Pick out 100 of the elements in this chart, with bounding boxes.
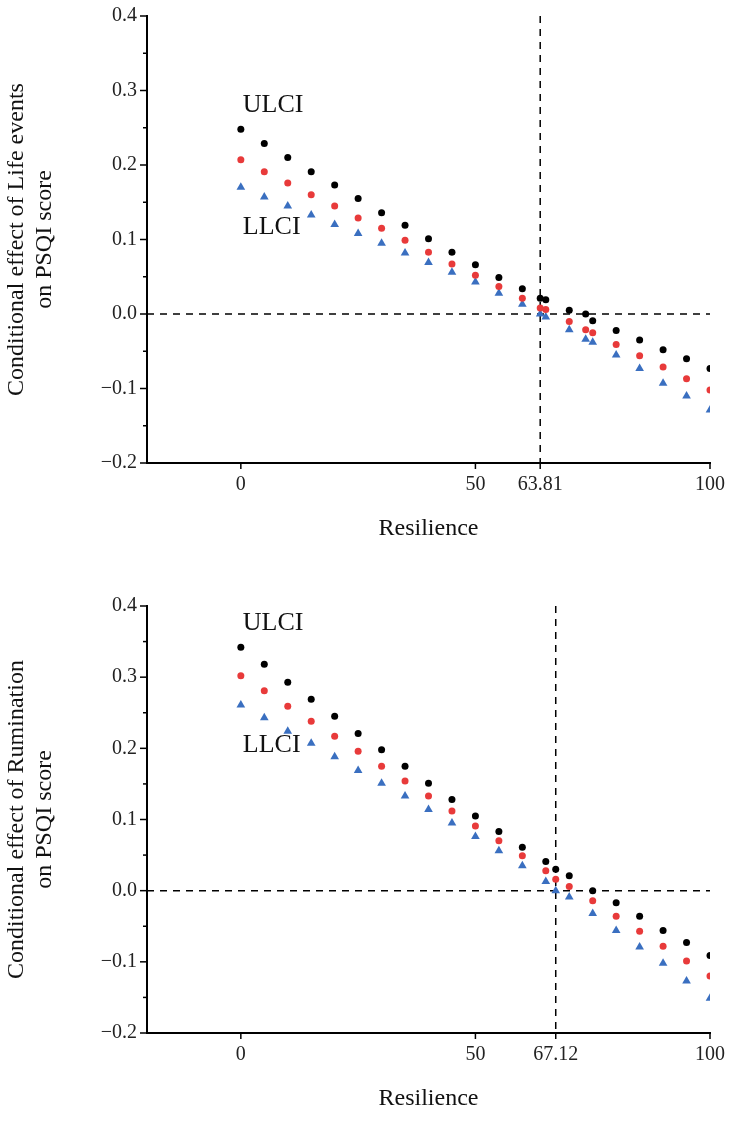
point xyxy=(582,326,590,334)
point xyxy=(683,355,691,363)
point xyxy=(518,852,526,860)
point xyxy=(612,341,620,349)
point xyxy=(401,236,409,244)
point xyxy=(284,702,292,710)
point xyxy=(378,746,386,754)
x-tick-label: 50 xyxy=(465,472,486,495)
point xyxy=(425,792,432,800)
point xyxy=(307,717,315,725)
point xyxy=(636,912,644,920)
point xyxy=(636,352,644,360)
point xyxy=(658,958,668,966)
point xyxy=(471,812,479,820)
point xyxy=(552,875,560,883)
y-tick-label: 0.0 xyxy=(112,877,137,900)
point xyxy=(283,200,293,209)
point xyxy=(331,712,339,720)
point xyxy=(518,860,527,869)
point xyxy=(612,912,620,920)
point xyxy=(354,214,362,222)
point xyxy=(260,168,268,176)
point xyxy=(353,228,363,237)
point xyxy=(589,897,597,905)
point xyxy=(682,390,691,399)
point xyxy=(260,687,268,695)
point xyxy=(635,363,644,371)
point xyxy=(564,324,574,333)
point xyxy=(494,845,504,854)
y-tick-label: −0.1 xyxy=(100,949,137,972)
point xyxy=(659,363,667,371)
point xyxy=(237,672,245,680)
point xyxy=(658,378,668,386)
point xyxy=(542,867,550,875)
series-label: ULCI xyxy=(242,607,304,637)
point xyxy=(542,857,550,865)
point xyxy=(401,777,409,785)
point xyxy=(471,822,479,830)
x-tick-label: 63.81 xyxy=(517,472,563,495)
y-tick-label: 0.2 xyxy=(112,735,137,758)
series-label: ULCI xyxy=(242,89,304,119)
y-tick-label: 0.1 xyxy=(112,806,137,829)
y-tick-label: 0.4 xyxy=(112,593,137,616)
point xyxy=(425,235,432,243)
point xyxy=(307,191,315,199)
y-tick-label: −0.1 xyxy=(100,375,137,398)
point xyxy=(565,882,573,890)
point xyxy=(683,939,691,947)
x-tick-label: 0 xyxy=(235,1042,246,1065)
point xyxy=(589,329,597,337)
point xyxy=(401,221,409,229)
point xyxy=(378,209,386,217)
point xyxy=(331,181,339,189)
point xyxy=(378,224,386,232)
series-label: LLCI xyxy=(242,728,301,758)
point xyxy=(588,908,598,916)
point xyxy=(518,294,526,302)
point xyxy=(471,271,479,279)
y-tick-label: 0.2 xyxy=(112,152,137,175)
point xyxy=(260,139,268,147)
point xyxy=(495,837,503,845)
point xyxy=(565,306,573,314)
point xyxy=(565,317,573,325)
point xyxy=(447,818,457,826)
point xyxy=(612,326,620,334)
x-tick-label: 0 xyxy=(235,472,246,495)
point xyxy=(582,310,590,318)
point xyxy=(588,337,598,345)
point xyxy=(541,876,551,884)
point xyxy=(307,168,315,176)
point xyxy=(494,288,504,296)
point xyxy=(425,248,432,256)
point xyxy=(552,865,560,873)
point xyxy=(612,899,620,907)
point xyxy=(401,762,409,770)
y-axis-title: Conditional effect of Life events on PSQI score xyxy=(1,83,57,396)
y-tick-label: −0.2 xyxy=(100,1020,137,1043)
point xyxy=(636,336,644,344)
point xyxy=(448,248,456,256)
point xyxy=(236,699,246,708)
point xyxy=(378,762,386,770)
point xyxy=(377,238,386,246)
point xyxy=(564,892,574,900)
point xyxy=(581,334,590,342)
point xyxy=(353,765,363,773)
point xyxy=(259,712,269,721)
point xyxy=(306,209,316,218)
point xyxy=(589,887,597,895)
point xyxy=(400,247,410,256)
point xyxy=(377,778,386,786)
point xyxy=(283,726,293,734)
point xyxy=(330,219,339,228)
x-tick-label: 67.12 xyxy=(533,1042,579,1065)
point xyxy=(683,957,691,965)
point xyxy=(448,796,456,804)
y-axis-title: Conditional effect of Rumination on PSQI score xyxy=(1,660,57,979)
point xyxy=(284,179,292,187)
point xyxy=(542,296,550,304)
point xyxy=(518,285,526,293)
point xyxy=(565,872,573,880)
